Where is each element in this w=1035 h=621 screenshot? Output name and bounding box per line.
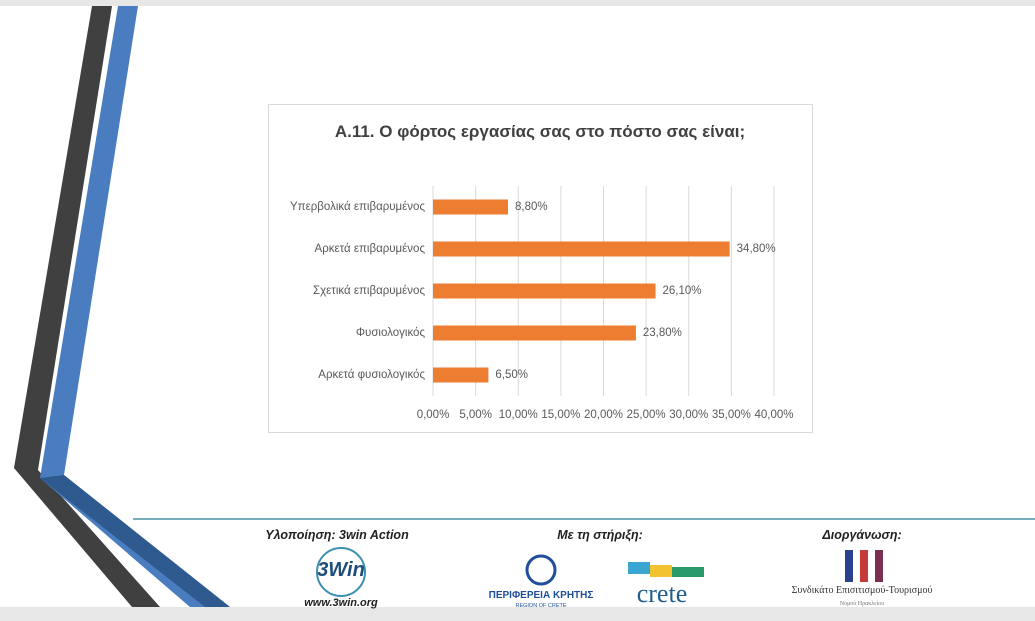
win-url: www.3win.org	[304, 597, 378, 609]
x-tick-label: 20,00%	[584, 409, 623, 421]
y-tick-label: Σχετικά επιβαρυμένος	[313, 285, 425, 297]
y-tick-label: Αρκετά επιβαρυμένος	[315, 243, 426, 255]
union-name: Συνδικάτο Επισιτισμού-Τουρισμού	[792, 585, 933, 596]
bar	[433, 241, 730, 257]
x-tick-label: 5,00%	[459, 409, 492, 421]
bar	[433, 325, 636, 341]
union-sub: Νομού Ηρακλείου	[840, 601, 885, 607]
region-emblem	[525, 554, 557, 586]
bottom-band	[0, 607, 1035, 621]
x-tick-label: 0,00%	[417, 409, 450, 421]
implementation-label: Υλοποίηση: 3win Action	[265, 528, 409, 542]
data-label: 34,80%	[737, 243, 776, 255]
chart-title: Α.11. Ο φόρτος εργασίας σας στο πόστο σα…	[334, 122, 746, 141]
organizer-label: Διοργάνωση:	[822, 528, 902, 542]
chart-box: 0,00% 5,00% 10,00% 15,00% 20,00% 25,00% 30,00%…	[268, 104, 813, 433]
y-tick-label: Φυσιολογικός	[356, 327, 426, 339]
x-tick-label: 25,00%	[627, 409, 666, 421]
y-tick-label: Υπερβολικά επιβαρυμένος	[290, 201, 425, 213]
bar	[433, 283, 656, 299]
x-tick-label: 30,00%	[669, 409, 708, 421]
y-tick-label: Αρκετά φυσιολογικός	[318, 369, 425, 381]
union-bottle	[860, 550, 868, 582]
crete-shape	[628, 562, 650, 574]
win-logo-ring	[316, 547, 366, 597]
data-label: 26,10%	[663, 285, 702, 297]
x-tick-label: 40,00%	[754, 409, 793, 421]
crete-shape	[672, 567, 704, 577]
x-tick-label: 10,00%	[499, 409, 538, 421]
top-band	[0, 0, 1035, 6]
blue-shadow	[40, 475, 230, 607]
union-bottle	[875, 550, 883, 582]
x-tick-label: 15,00%	[541, 409, 580, 421]
dark-stripe	[14, 6, 160, 607]
region-name: ΠΕΡΙΦΕΡΕΙΑ ΚΡΗΤΗΣ	[489, 590, 594, 601]
chart: 0,00% 5,00% 10,00% 15,00% 20,00% 25,00% 30,00%…	[290, 186, 794, 421]
crete-logo: crete	[637, 579, 688, 608]
win-logo: 3Win	[317, 559, 365, 581]
bar	[433, 367, 489, 383]
support-label: Με τη στήριξη:	[557, 528, 643, 542]
data-label: 6,50%	[495, 369, 528, 381]
union-bottle	[845, 550, 853, 582]
bar	[433, 199, 509, 215]
crete-shape	[650, 565, 672, 577]
data-label: 23,80%	[643, 327, 682, 339]
region-name-en: REGION OF CRETE	[515, 603, 566, 609]
blue-stripe	[40, 6, 230, 607]
data-label: 8,80%	[515, 201, 548, 213]
x-tick-label: 35,00%	[712, 409, 751, 421]
